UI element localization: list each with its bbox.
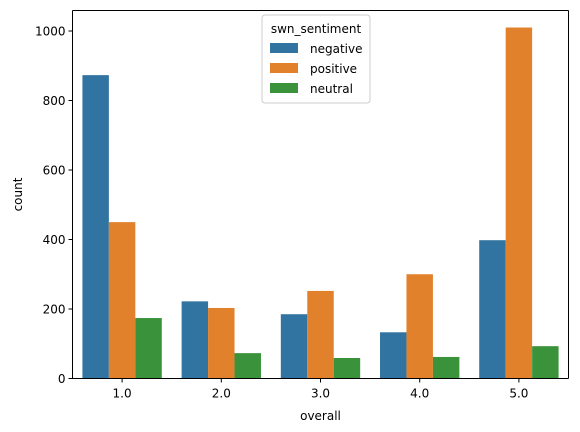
legend-swatch-negative: [270, 43, 298, 53]
legend-box: [261, 14, 371, 104]
legend-swatch-positive: [270, 63, 298, 73]
bar-negative-2.0: [181, 301, 209, 379]
bar-neutral-4.0: [432, 356, 460, 379]
legend: swn_sentiment negative positive neutral: [261, 14, 371, 104]
bar-positive-4.0: [406, 274, 433, 379]
bar-positive-5.0: [505, 27, 533, 379]
y-tick-label: 800: [43, 94, 66, 108]
y-tick-label: 600: [43, 164, 66, 178]
bar-positive-2.0: [208, 307, 235, 379]
x-tick-label: 2.0: [212, 387, 231, 401]
x-tick-label: 1.0: [113, 387, 132, 401]
bar-negative-3.0: [280, 314, 308, 379]
y-ticks: 0 200 400 600 800 1000: [35, 25, 73, 386]
legend-label-neutral: neutral: [310, 82, 353, 96]
y-tick-label: 0: [58, 372, 66, 386]
legend-label-negative: negative: [310, 42, 362, 56]
x-tick-label: 3.0: [311, 387, 330, 401]
bars: [82, 27, 559, 379]
y-axis-label: count: [11, 177, 25, 211]
legend-title: swn_sentiment: [271, 22, 362, 36]
y-tick-label: 1000: [35, 25, 66, 39]
legend-label-positive: positive: [310, 62, 357, 76]
y-tick-label: 400: [43, 233, 66, 247]
bar-neutral-2.0: [234, 353, 261, 379]
bar-neutral-3.0: [333, 357, 361, 379]
x-ticks: 1.0 2.0 3.0 4.0 5.0: [113, 378, 528, 401]
bar-negative-5.0: [479, 240, 506, 379]
bar-neutral-1.0: [135, 318, 162, 379]
x-axis-label: overall: [300, 409, 341, 423]
bar-positive-3.0: [307, 290, 334, 379]
bar-negative-1.0: [82, 75, 109, 379]
legend-items: negative positive neutral: [270, 42, 362, 96]
legend-swatch-neutral: [270, 83, 298, 93]
y-tick-label: 200: [43, 303, 66, 317]
x-tick-label: 4.0: [410, 387, 429, 401]
bar-negative-4.0: [380, 332, 407, 379]
x-tick-label: 5.0: [509, 387, 528, 401]
bar-positive-1.0: [108, 222, 136, 379]
bar-neutral-5.0: [532, 346, 559, 379]
